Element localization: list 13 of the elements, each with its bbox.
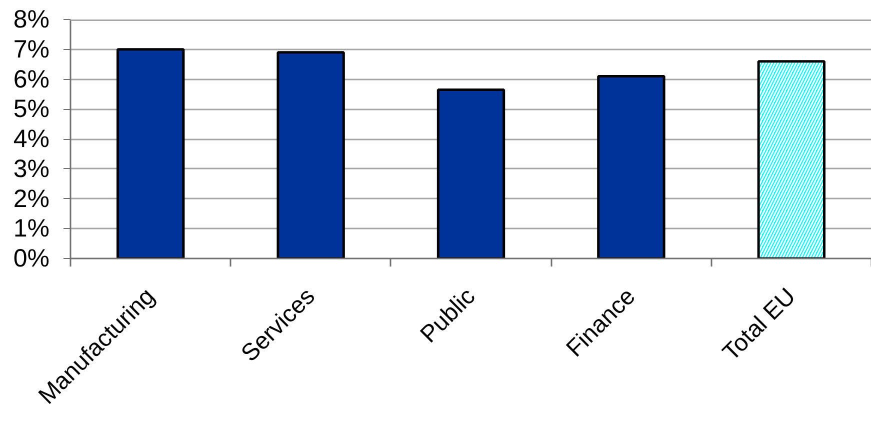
bar xyxy=(276,51,345,258)
bar xyxy=(436,88,506,258)
y-tick-label: 1% xyxy=(13,214,50,243)
bar xyxy=(597,75,666,258)
bar xyxy=(116,48,185,258)
y-tick-label: 6% xyxy=(13,65,50,94)
y-tick-label: 3% xyxy=(13,154,50,183)
y-tick-label: 0% xyxy=(13,244,50,272)
y-tick-label: 7% xyxy=(13,35,50,64)
y-tick-label: 8% xyxy=(13,6,50,34)
y-tick-label: 4% xyxy=(13,125,50,153)
y-tick-label: 5% xyxy=(13,95,50,124)
y-tick-label: 2% xyxy=(13,184,50,213)
